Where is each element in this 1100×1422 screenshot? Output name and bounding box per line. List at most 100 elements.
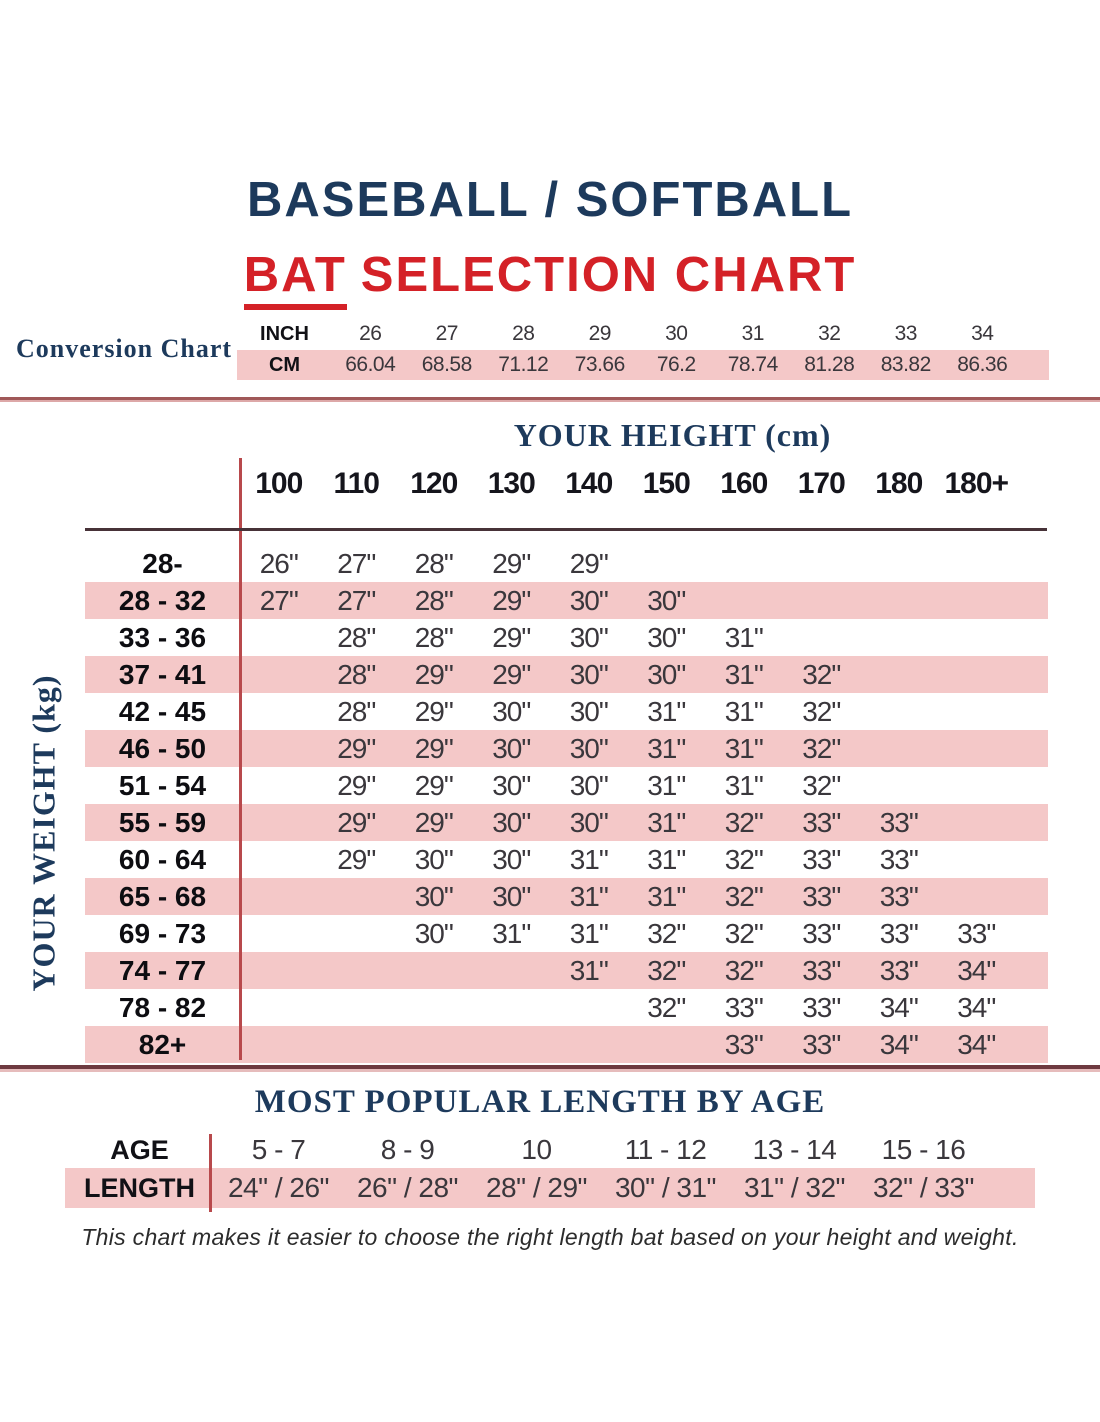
bat-length-value: 31" [569, 954, 609, 986]
bat-length-value: 31" [724, 695, 764, 727]
height-axis-title: YOUR HEIGHT (cm) [513, 417, 832, 453]
bat-length-value: 31" [569, 917, 609, 949]
weight-row: 82+ 33" 33" 34" 34" [85, 1026, 1048, 1063]
length-values-row: LENGTH 24" / 26" 26" / 28" 28" / 29" 30" / … [65, 1168, 1035, 1208]
bat-length-value: 34" [957, 1028, 996, 1060]
bat-length-value: 29" [414, 732, 454, 764]
weight-row: 37 - 41 28" 29" 29" 30" 30" 31" 32" [85, 656, 1048, 693]
bat-length-value: 31" [647, 732, 686, 764]
bat-length-value: 31" [724, 621, 764, 653]
bat-length-value: 31" [724, 732, 764, 764]
bat-length-value: 33" [802, 954, 841, 986]
bat-length-value: 29" [492, 621, 531, 653]
bat-length-value: 30" [492, 769, 531, 801]
weight-row: 28 - 32 27" 27" 28" 29" 30" 30" [85, 582, 1048, 619]
weight-row: 60 - 64 29" 30" 30" 31" 31" 32" 33" 33" [85, 841, 1048, 878]
sub-title-rest: SELECTION CHART [360, 248, 857, 302]
bat-length-value: 32" [724, 806, 764, 838]
bat-length-value: 29" [337, 769, 376, 801]
bat-length-value: 30" [647, 621, 686, 653]
age-value: 10 [521, 1134, 552, 1165]
bat-length-value: 32" [647, 954, 686, 986]
bat-length-value: 27" [337, 584, 376, 616]
inch-row-label: INCH [260, 322, 309, 345]
bat-length-value: 33" [802, 917, 841, 949]
inch-value: 34 [971, 322, 994, 345]
height-column-header: 160 [720, 467, 768, 500]
length-value: 31" / 32" [743, 1172, 846, 1203]
age-value: 8 - 9 [380, 1134, 435, 1165]
weight-range-label: 33 - 36 [118, 621, 207, 653]
age-table-title: MOST POPULAR LENGTH BY AGE [254, 1084, 826, 1120]
height-column-header: 180 [875, 467, 923, 500]
height-column-header: 150 [642, 467, 691, 500]
height-column-headers: 100 110 120 130 140 150 160 170 180 180+ [240, 467, 1060, 501]
cm-value: 76.2 [656, 353, 696, 376]
bat-length-value: 32" [802, 769, 841, 801]
conversion-inch-row: INCH 26 27 28 29 30 31 32 33 34 [237, 318, 1049, 350]
weight-row: 74 - 77 31" 32" 32" 33" 33" 34" [85, 952, 1048, 989]
cm-value: 83.82 [880, 353, 932, 376]
bat-length-value: 30" [492, 732, 531, 764]
bat-length-value: 27" [337, 547, 376, 579]
bat-length-value: 29" [337, 843, 376, 875]
bat-length-value: 29" [414, 695, 454, 727]
bat-length-value: 34" [879, 991, 919, 1023]
weight-range-label: 82+ [138, 1028, 187, 1060]
bat-length-value: 30" [569, 658, 609, 690]
bat-length-value: 31" [647, 806, 686, 838]
bat-length-value: 29" [492, 584, 531, 616]
bat-length-value: 33" [802, 880, 841, 912]
bat-length-value: 27" [259, 584, 299, 616]
weight-row: 65 - 68 30" 30" 31" 31" 32" 33" 33" [85, 878, 1048, 915]
inch-value: 27 [435, 322, 459, 345]
bat-length-value: 32" [724, 880, 764, 912]
bat-length-value: 31" [724, 769, 764, 801]
selection-rows: 28- 26" 27" 28" 29" 29" 28 - 32 27" 27" 28" 29" 30"… [85, 545, 1048, 1063]
bat-length-value: 33" [879, 917, 919, 949]
top-divider [0, 397, 1100, 400]
height-column-header: 180+ [944, 467, 1009, 500]
height-column-header: 140 [565, 467, 613, 500]
bat-length-value: 30" [414, 843, 454, 875]
bat-length-value: 31" [647, 769, 686, 801]
bat-length-value: 29" [569, 547, 609, 579]
bat-length-value: 29" [414, 769, 454, 801]
bat-length-value: 30" [569, 695, 609, 727]
footer-note: This chart makes it easier to choose the… [81, 1224, 1019, 1250]
bat-length-value: 33" [724, 1028, 764, 1060]
length-value: 30" / 31" [614, 1172, 717, 1203]
bat-length-value: 32" [724, 843, 764, 875]
age-value: 5 - 7 [251, 1134, 306, 1165]
length-value: 24" / 26" [227, 1172, 330, 1203]
weight-row: 28- 26" 27" 28" 29" 29" [85, 545, 1048, 582]
inch-value: 28 [512, 322, 535, 345]
weight-range-label: 46 - 50 [118, 732, 207, 764]
height-column-header: 110 [333, 467, 380, 500]
weight-range-label: 42 - 45 [118, 695, 207, 727]
bat-length-value: 29" [337, 806, 376, 838]
weight-row: 69 - 73 30" 31" 31" 32" 32" 33" 33" 33" [85, 915, 1048, 952]
inch-value: 33 [894, 322, 918, 345]
age-table: AGE 5 - 7 8 - 9 10 11 - 12 13 - 14 15 - 16 LE… [65, 1132, 1035, 1212]
weight-row: 78 - 82 32" 33" 33" 34" 34" [85, 989, 1048, 1026]
inch-value: 30 [665, 322, 688, 345]
bat-length-value: 32" [647, 991, 686, 1023]
bat-length-value: 34" [957, 954, 996, 986]
bat-length-value: 28" [337, 695, 376, 727]
bat-length-value: 33" [879, 880, 919, 912]
bat-length-value: 30" [492, 880, 531, 912]
bat-length-value: 29" [414, 806, 454, 838]
bat-length-value: 34" [879, 1028, 919, 1060]
cm-value: 73.66 [574, 353, 626, 376]
weight-range-label: 60 - 64 [118, 843, 207, 875]
cm-row-label: CM [268, 353, 301, 376]
conversion-cm-row: CM 66.04 68.58 71.12 73.66 76.2 78.74 81.28 83.… [237, 350, 1049, 380]
weight-range-label: 28- [142, 547, 183, 579]
age-value: 15 - 16 [881, 1134, 966, 1165]
bat-length-value: 30" [647, 584, 686, 616]
age-table-divider-line [209, 1134, 212, 1212]
bat-length-value: 30" [569, 732, 609, 764]
weight-row: 51 - 54 29" 29" 30" 30" 31" 31" 32" [85, 767, 1048, 804]
bat-length-value: 29" [492, 547, 531, 579]
